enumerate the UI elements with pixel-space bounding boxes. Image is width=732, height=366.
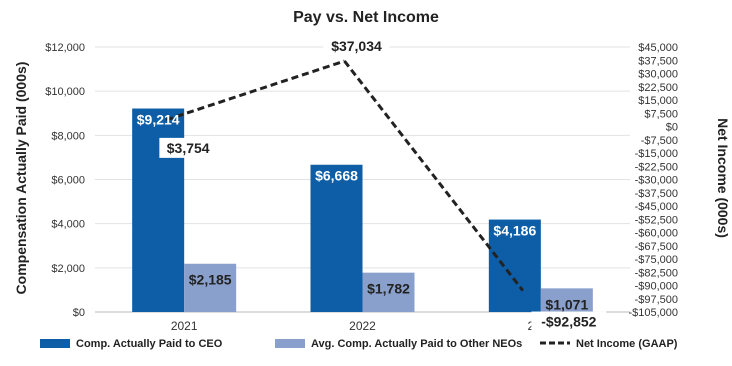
right-tick-label: -$105,000 xyxy=(628,307,678,319)
net-income-segment xyxy=(343,60,525,292)
left-tick-label: $4,000 xyxy=(51,219,85,231)
right-tick-label: -$75,000 xyxy=(635,254,678,266)
category-label: 2022 xyxy=(349,319,376,333)
legend-label: Net Income (GAAP) xyxy=(576,338,678,350)
left-axis-ticks: $0 $2,000 $4,000 $6,000 $8,000 $10,000 $12,000 xyxy=(45,42,85,319)
left-tick-label: $10,000 xyxy=(45,86,85,98)
right-tick-label: $45,000 xyxy=(638,42,678,54)
right-tick-label: -$45,000 xyxy=(635,201,678,213)
bar-neo-2022 xyxy=(362,272,415,312)
right-tick-label: $0 xyxy=(666,122,678,134)
right-tick-label: -$15,000 xyxy=(635,148,678,160)
right-tick-label: $37,500 xyxy=(638,55,678,67)
legend-swatch xyxy=(40,339,70,348)
right-tick-label: -$7,500 xyxy=(641,135,678,147)
ceo-value-label: $6,668 xyxy=(315,168,358,184)
neo-value-label: $1,782 xyxy=(367,281,410,297)
bar-ceo-2023 xyxy=(488,219,541,312)
neo-value-label: $2,185 xyxy=(189,272,232,288)
legend-label: Avg. Comp. Actually Paid to Other NEOs xyxy=(311,338,522,350)
ceo-value-label: $4,186 xyxy=(493,223,536,239)
net-income-line xyxy=(165,59,525,292)
right-tick-label: $15,000 xyxy=(638,95,678,107)
net-income-segment xyxy=(165,59,345,122)
bar-neo-2023 xyxy=(540,288,593,312)
category-labels: 202120222023 xyxy=(171,319,555,333)
net-income-label-bg xyxy=(323,36,390,57)
right-tick-label: -$60,000 xyxy=(635,228,678,240)
legend-item-neo: Avg. Comp. Actually Paid to Other NEOs xyxy=(275,338,522,350)
right-axis-title: Net Income (000s) xyxy=(715,118,731,238)
legend-swatch xyxy=(275,339,305,348)
left-axis-title: Compensation Actually Paid (000s) xyxy=(13,62,29,295)
bar-series xyxy=(132,108,593,312)
right-tick-label: -$67,500 xyxy=(635,241,678,253)
left-tick-label: $6,000 xyxy=(51,175,85,187)
right-tick-label: -$52,500 xyxy=(635,214,678,226)
bar-ceo-2022 xyxy=(310,164,363,312)
ceo-value-label: $9,214 xyxy=(137,112,180,128)
right-tick-label: -$97,500 xyxy=(635,294,678,306)
bar-neo-2021 xyxy=(184,263,237,312)
left-tick-label: $0 xyxy=(73,307,85,319)
net-income-value-label: $37,034 xyxy=(331,38,382,54)
left-tick-label: $2,000 xyxy=(51,263,85,275)
right-tick-label: -$30,000 xyxy=(635,175,678,187)
right-tick-label: $7,500 xyxy=(644,108,678,120)
right-tick-label: -$82,500 xyxy=(635,267,678,279)
right-tick-label: $22,500 xyxy=(638,82,678,94)
legend-item-ceo: Comp. Actually Paid to CEO xyxy=(40,338,223,350)
net-income-label-bg xyxy=(159,137,217,158)
left-tick-label: $12,000 xyxy=(45,42,85,54)
legend-label: Comp. Actually Paid to CEO xyxy=(76,338,223,350)
right-tick-label: -$90,000 xyxy=(635,281,678,293)
right-tick-label: -$22,500 xyxy=(635,161,678,173)
chart-title: Pay vs. Net Income xyxy=(293,9,439,26)
net-income-value-label: -$92,852 xyxy=(541,314,596,330)
left-tick-label: $8,000 xyxy=(51,130,85,142)
category-label: 2021 xyxy=(171,319,198,333)
right-axis-ticks: $45,000$37,500 $30,000$22,500$15,000$7,50… xyxy=(628,42,678,319)
right-tick-label: -$37,500 xyxy=(635,188,678,200)
net-income-label-bg xyxy=(531,311,607,332)
neo-value-label: $1,071 xyxy=(545,296,588,312)
legend: Comp. Actually Paid to CEO Avg. Comp. Act… xyxy=(40,338,678,350)
net-income-value-label: $3,754 xyxy=(167,140,210,156)
right-tick-label: $30,000 xyxy=(638,69,678,81)
legend-item-net-income: Net Income (GAAP) xyxy=(540,338,678,350)
data-labels: $9,214 $6,668 $4,186 $2,185 $1,782 $1,071 $3,7… xyxy=(137,36,607,332)
